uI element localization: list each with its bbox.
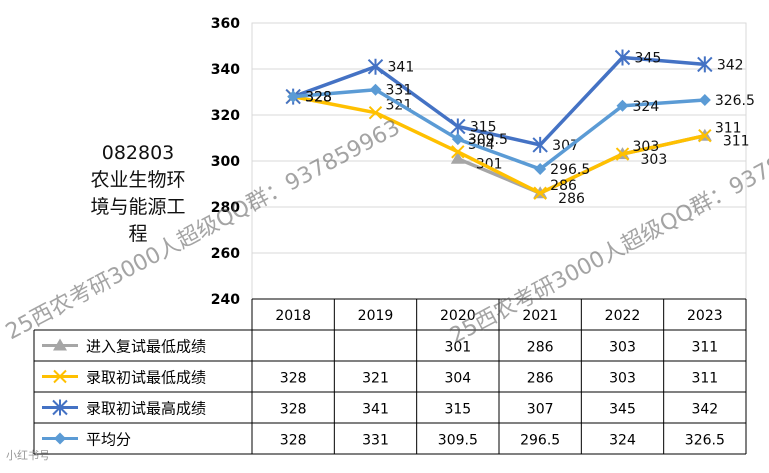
legend-label-2: 录取初试最高成绩 [86, 400, 206, 418]
x-category-label-2021: 2021 [522, 308, 558, 324]
series-1-data-label-2022: 303 [633, 139, 660, 155]
table-cell-1-2020: 304 [444, 371, 471, 387]
series-3-marker-2023 [698, 94, 711, 107]
series-3-data-label-2023: 326.5 [715, 93, 755, 109]
series-3-data-label-2021: 296.5 [550, 162, 590, 178]
series-1-marker-2021 [533, 186, 547, 200]
table-cell-1-2021: 286 [527, 371, 554, 387]
series-3-marker-2018 [287, 90, 300, 103]
series-0-data-label-2022: 303 [641, 152, 668, 168]
series-2-marker-2019 [367, 58, 384, 75]
table-cell-2-2020: 315 [444, 402, 471, 418]
series-0-data-label-2021: 286 [558, 191, 585, 207]
x-category-label-2018: 2018 [275, 308, 311, 324]
series-2-data-label-2022: 345 [635, 51, 662, 67]
table-cell-2-2021: 307 [527, 402, 554, 418]
series-2-data-label-2019: 341 [388, 60, 415, 76]
series-2-data-label-2023: 342 [717, 57, 744, 73]
y-tick-label-1: 260 [211, 246, 240, 262]
table-cell-1-2023: 311 [691, 371, 718, 387]
table-cell-3-2018: 328 [280, 433, 307, 449]
y-tick-label-3: 300 [211, 154, 240, 170]
series-3-data-label-2020: 309.5 [468, 132, 508, 148]
series-1-marker-2020 [451, 145, 465, 159]
series-3-marker-2021 [534, 163, 547, 176]
series-1-data-label-2021: 286 [550, 178, 577, 194]
series-1-marker-2019 [368, 105, 383, 120]
table-cell-3-2021: 296.5 [520, 433, 560, 449]
series-3-data-label-2019: 331 [386, 83, 413, 99]
series-3-marker-2020 [451, 133, 464, 146]
y-tick-label-5: 340 [211, 62, 240, 78]
series-3-data-label-2022: 324 [633, 99, 660, 115]
series-1-data-label-2023: 311 [715, 121, 742, 137]
legend-marker-0 [53, 338, 67, 351]
major-name-line-3: 程 [128, 223, 148, 245]
x-category-label-2020: 2020 [440, 308, 476, 324]
series-2-data-label-2021: 307 [552, 138, 579, 154]
legend-label-3: 平均分 [86, 431, 131, 449]
series-2-marker-2022 [614, 49, 631, 66]
series-0-marker-2020 [450, 151, 465, 164]
series-2-marker-2023 [697, 56, 713, 73]
series-2-marker-2021 [532, 136, 548, 153]
series-0-data-label-2020: 301 [476, 157, 503, 173]
series-3-data-label-2018: 328 [305, 90, 332, 106]
legend-marker-2 [52, 399, 68, 416]
table-cell-0-2022: 303 [609, 340, 636, 356]
table-cell-0-2021: 286 [527, 340, 554, 356]
table-cell-3-2019: 331 [362, 433, 389, 449]
table-cell-2-2023: 342 [691, 402, 718, 418]
table-cell-0-2020: 301 [444, 340, 471, 356]
major-code: 082803 [101, 142, 175, 164]
series-3-marker-2022 [616, 99, 629, 112]
major-name-line-1: 农业生物环 [90, 169, 186, 191]
table-cell-1-2019: 321 [362, 371, 389, 387]
corner-watermark: 小红书号 [6, 449, 50, 462]
table-cell-1-2022: 303 [609, 371, 636, 387]
table-cell-2-2018: 328 [280, 402, 307, 418]
legend-marker-1 [53, 369, 67, 384]
legend-marker-3 [54, 432, 66, 445]
y-tick-label-4: 320 [211, 108, 240, 124]
y-tick-label-0: 240 [211, 292, 240, 308]
series-line-1 [292, 94, 706, 195]
x-category-label-2019: 2019 [358, 308, 394, 324]
series-2-marker-2020 [450, 118, 466, 135]
series-1-marker-2022 [615, 147, 630, 161]
legend-label-1: 录取初试最低成绩 [86, 369, 206, 387]
series-line-3 [293, 87, 705, 171]
table-cell-0-2023: 311 [691, 340, 718, 356]
table-cell-3-2023: 326.5 [685, 433, 725, 449]
table-cell-1-2018: 328 [280, 371, 307, 387]
table-cell-3-2020: 309.5 [438, 433, 478, 449]
table-cell-2-2022: 345 [609, 402, 636, 418]
y-tick-label-2: 280 [211, 200, 240, 216]
series-3-marker-2019 [369, 83, 382, 96]
chart-side-title: 082803 农业生物环 境与能源工 程 [58, 140, 218, 248]
series-1-marker-2023 [698, 128, 712, 143]
x-category-label-2022: 2022 [605, 308, 641, 324]
table-cell-3-2022: 324 [609, 433, 636, 449]
series-0-data-label-2023: 311 [723, 134, 750, 150]
legend-label-0: 进入复试最低成绩 [86, 338, 206, 356]
x-category-label-2023: 2023 [687, 308, 723, 324]
series-2-data-label-2020: 315 [470, 120, 497, 136]
y-tick-label-6: 360 [211, 16, 240, 32]
series-line-2 [292, 55, 705, 147]
major-name-line-2: 境与能源工 [90, 196, 186, 218]
table-cell-2-2019: 341 [362, 402, 389, 418]
